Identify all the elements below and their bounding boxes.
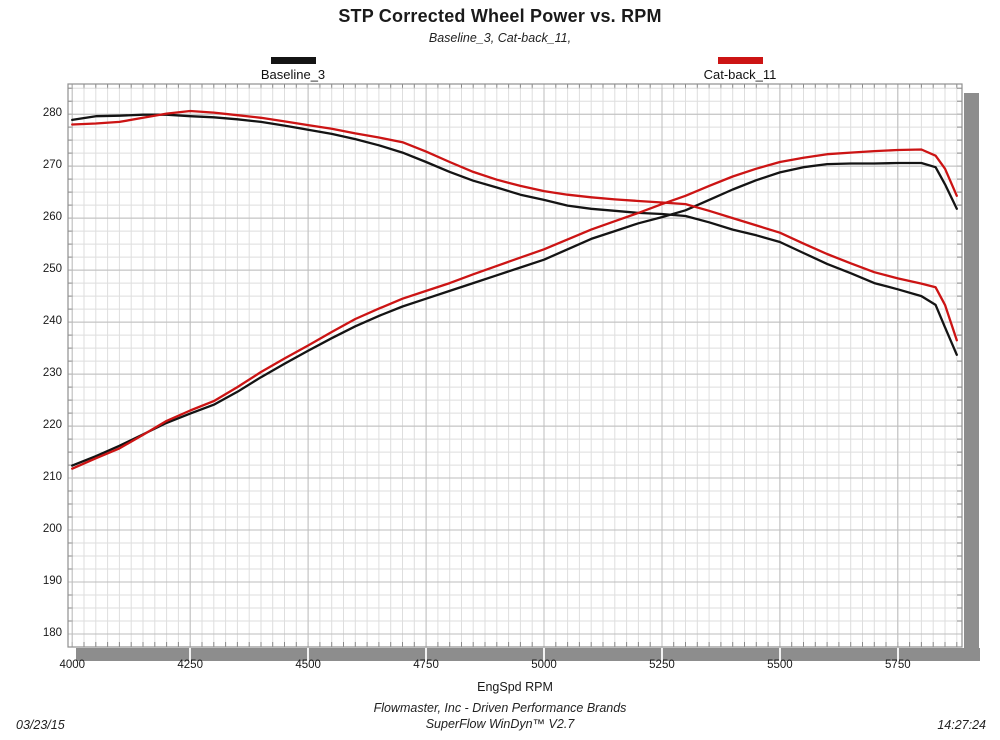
legend-swatch-catback (717, 57, 763, 64)
legend-label-baseline: Baseline_3 (260, 67, 326, 82)
legend-item-catback: Cat-back_11 (670, 53, 810, 84)
shadow-bar-notch-5750 (896, 648, 899, 661)
shadow-bar-notch-4750 (425, 648, 428, 661)
footer-company: Flowmaster, Inc - Driven Performance Bra… (373, 701, 627, 715)
y-tick-label-210: 210 (42, 471, 62, 484)
x-axis-title: EngSpd RPM (477, 680, 553, 694)
axis-shadow-bottom (76, 648, 980, 661)
shadow-bar-notch-5500 (778, 648, 781, 661)
x-tick-label-4250: 4250 (177, 659, 203, 671)
y-tick-label-190: 190 (42, 575, 62, 588)
shadow-bar-notch-4500 (307, 648, 310, 661)
curve-Cat-back_11-lower (71, 148, 958, 470)
x-tick-label-5750: 5750 (885, 659, 911, 671)
y-tick-label-280: 280 (42, 107, 62, 120)
legend-label-catback: Cat-back_11 (703, 67, 777, 82)
chart-subtitle: Baseline_3, Cat-back_11, (428, 31, 572, 45)
x-tick-label-4000: 4000 (59, 659, 86, 671)
x-tick-label-4750: 4750 (413, 659, 439, 671)
chart-title: STP Corrected Wheel Power vs. RPM (338, 6, 662, 26)
axis-shadow-right (964, 93, 979, 661)
footer-date: 03/23/15 (16, 718, 65, 732)
curve-Baseline_3-upper (71, 113, 958, 356)
y-tick-label-260: 260 (42, 211, 62, 224)
y-tick-label-220: 220 (42, 419, 62, 432)
curve-Baseline_3-lower (71, 161, 958, 467)
y-tick-label-180: 180 (42, 627, 62, 639)
x-tick-label-5250: 5250 (649, 659, 675, 671)
y-tick-label-270: 270 (42, 159, 62, 172)
x-tick-label-5000: 5000 (531, 659, 557, 671)
shadow-bar-notch-5250 (660, 648, 663, 661)
y-tick-label-250: 250 (42, 263, 62, 276)
x-tick-label-4500: 4500 (295, 659, 321, 671)
y-tick-label-240: 240 (42, 315, 62, 328)
shadow-bar-notch-5000 (543, 648, 545, 661)
legend-swatch-baseline (270, 57, 316, 64)
shadow-bar-notch-4250 (189, 648, 192, 661)
footer-software: SuperFlow WinDyn™ V2.7 (425, 717, 575, 731)
legend-item-baseline: Baseline_3 (223, 53, 363, 84)
curve-Cat-back_11-upper (71, 109, 958, 342)
y-tick-label-230: 230 (42, 367, 62, 380)
footer-time: 14:27:24 (937, 718, 986, 732)
x-tick-label-5500: 5500 (767, 659, 793, 671)
y-tick-label-200: 200 (42, 523, 62, 536)
